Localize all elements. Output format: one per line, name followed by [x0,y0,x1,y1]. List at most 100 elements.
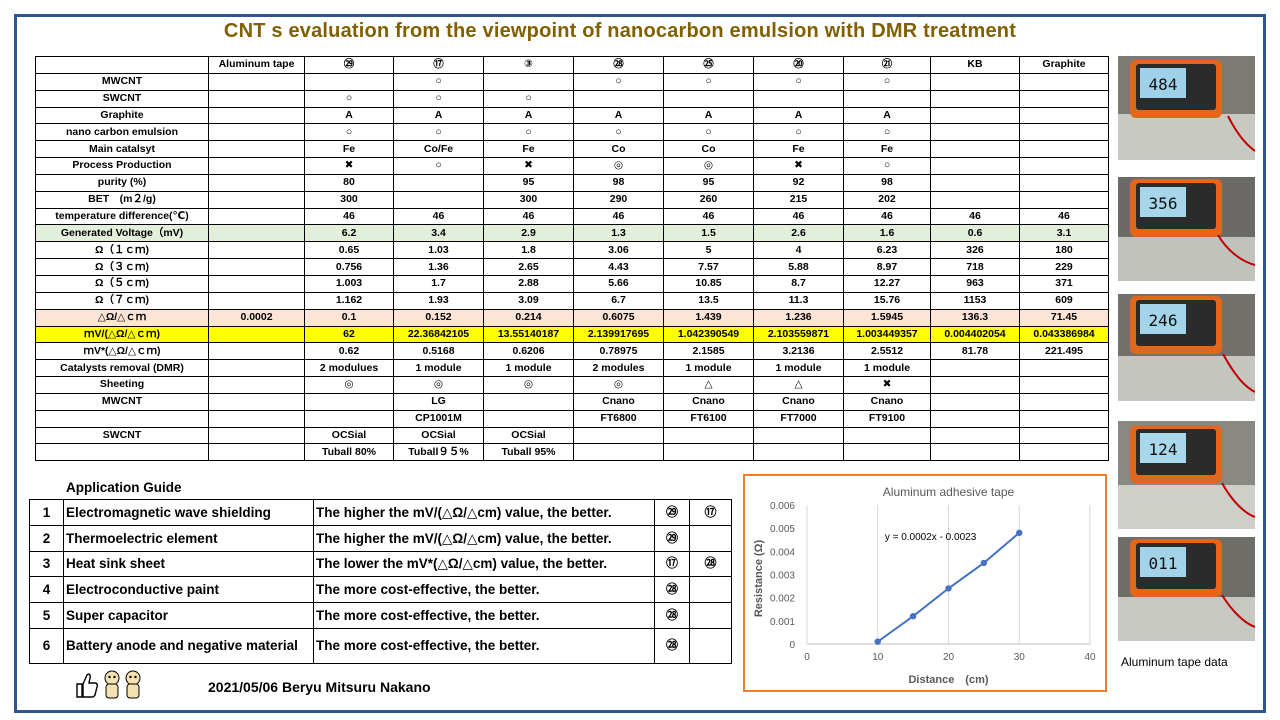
header-cell: ㉙ [304,56,394,74]
table-cell [1019,359,1109,378]
table-cell: 300 [304,190,394,209]
table-cell: 2 modulues [304,359,394,378]
table-cell [1019,443,1109,462]
guide-m1: ⑰ [654,550,690,578]
row-label: purity (%) [35,173,209,192]
multimeter-image: 011 [1118,537,1255,641]
row-label: ｍV*(△Ω/△ｃｍ) [35,342,209,361]
table-cell: 10.85 [663,274,754,293]
table-row: Generated Voltage（mV) 6.2 3.4 2.9 1.3 1.5 2.6 1… [35,224,1109,243]
table-cell: ○ [843,72,931,91]
table-cell: 46 [393,207,484,226]
x-tick-label: 30 [1014,652,1026,663]
table-cell [1019,376,1109,394]
header-cell [35,56,209,74]
table-cell: Tuball 95% [483,443,574,462]
table-cell: 2.139917695 [573,325,664,344]
table-cell: 0.62 [304,342,394,361]
guide-criterion: The more cost-effective, the better. [313,576,655,604]
table-cell [930,173,1020,192]
table-cell: 6.2 [304,224,394,243]
guide-criterion: The higher the mV/(△Ω/△cm) value, the be… [313,524,655,552]
x-tick-label: 0 [804,652,810,663]
table-cell: ◎ [304,376,394,394]
row-label: △Ω/△ｃｍ [35,308,209,327]
x-tick-label: 10 [872,652,884,663]
row-label: Ω（５ｃｍ) [35,274,209,293]
table-cell: 0.6206 [483,342,574,361]
table-cell: 98 [573,173,664,192]
guide-num: 3 [29,550,64,578]
table-cell: 80 [304,173,394,192]
header-cell: ㉘ [573,56,664,74]
table-cell: 1.93 [393,291,484,310]
table-cell: 1.042390549 [663,325,754,344]
table-cell [208,207,305,226]
table-cell [1019,190,1109,209]
table-cell: ◎ [483,376,574,394]
guide-criterion: The more cost-effective, the better. [313,627,655,664]
table-cell: 95 [483,173,574,192]
guide-num: 5 [29,602,64,629]
guide-row: 2 Thermoelectric element The higher the mV… [29,524,732,552]
guide-app: Thermoelectric element [63,524,314,552]
figure-icon [125,670,141,699]
table-cell [393,173,484,192]
guide-row: 5 Super capacitor The more cost-effective,… [29,602,732,629]
table-cell: 4.43 [573,258,664,276]
table-cell [663,443,754,462]
guide-m1: ㉘ [654,627,690,664]
table-cell: 0.65 [304,241,394,260]
table-cell: FT9100 [843,409,931,428]
header-cell: ㉑ [843,56,931,74]
table-cell [753,426,844,445]
table-cell: Cnano [663,392,754,411]
row-label: Ω（３ｃｍ) [35,258,209,276]
table-cell [208,342,305,361]
multimeter-image: 356 [1118,177,1255,281]
table-cell: ✖ [753,157,844,175]
table-cell [483,409,574,428]
table-cell: ◎ [663,157,754,175]
row-label: Graphite [35,106,209,125]
guide-m1: ㉙ [654,524,690,552]
table-cell: 46 [930,207,1020,226]
table-cell: 1.003 [304,274,394,293]
slide-frame [14,14,1266,713]
table-cell: ○ [663,123,754,142]
table-cell [208,106,305,125]
table-cell [663,89,754,108]
table-row: CP1001M FT6800 FT6100 FT7000 FT9100 [35,409,1109,428]
table-cell [208,443,305,462]
table-cell: Fe [753,140,844,159]
table-row: Ω（７ｃｍ) 1.162 1.93 3.09 6.7 13.5 11.3 15.76 1153 6… [35,291,1109,310]
table-cell: 1.439 [663,308,754,327]
guide-m1: ㉘ [654,602,690,629]
table-cell: 0.5168 [393,342,484,361]
meter-photo: 246 [1118,294,1255,401]
meter-photo: 011 [1118,537,1255,641]
table-cell: ✖ [483,157,574,175]
table-cell: 3.4 [393,224,484,243]
table-cell [208,291,305,310]
table-cell: 1.36 [393,258,484,276]
table-row: Catalysts removal (DMR) 2 modulues 1 modul… [35,359,1109,378]
table-row: Ω（３ｃｍ) 0.756 1.36 2.65 4.43 7.57 5.88 8.97 718 22… [35,258,1109,276]
table-cell: ✖ [304,157,394,175]
table-cell: ○ [663,72,754,91]
table-row: ｍV/(△Ω/△ｃｍ) 62 22.36842105 13.55140187 2.139… [35,325,1109,344]
table-cell [930,106,1020,125]
table-cell: 46 [843,207,931,226]
y-tick-label: 0.004 [770,547,795,558]
table-cell: OCSial [304,426,394,445]
table-cell [208,157,305,175]
table-cell [930,89,1020,108]
table-cell: 2.5512 [843,342,931,361]
table-cell: 136.3 [930,308,1020,327]
table-cell: Fe [483,140,574,159]
table-cell: FT6800 [573,409,664,428]
table-cell: 5.88 [753,258,844,276]
meter-reading: 484 [1149,75,1178,94]
guide-criterion: The lower the mV*(△Ω/△cm) value, the bet… [313,550,655,578]
